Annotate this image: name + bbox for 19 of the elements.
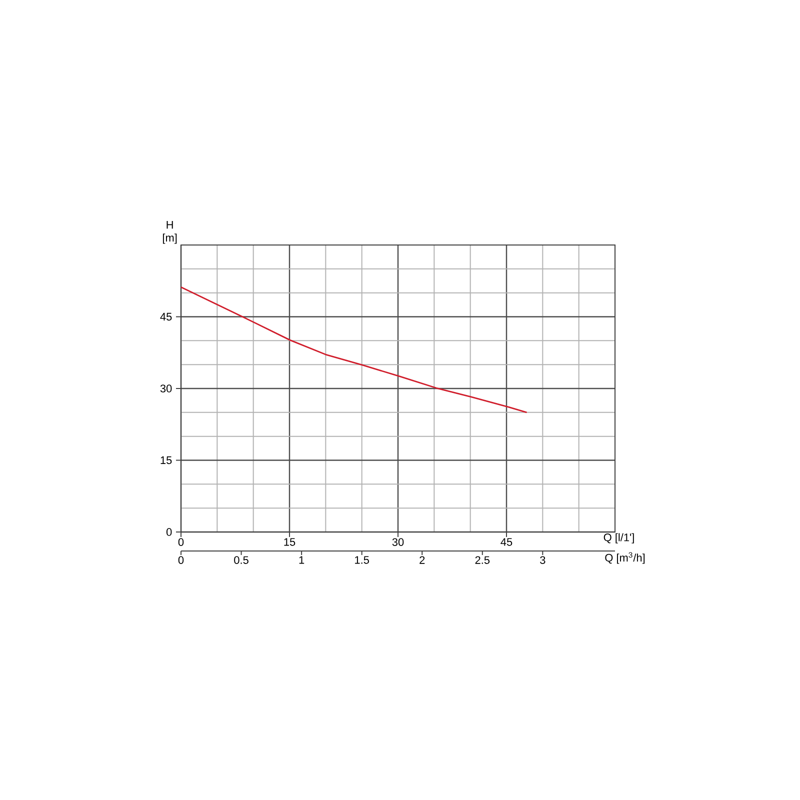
x2-axis-title: Q [m$^{3}$/h]: [605, 552, 645, 564]
x-tick-label: 30: [392, 538, 404, 546]
y-tick-label: 15: [160, 456, 172, 464]
y-axis-title: H [m]: [162, 221, 177, 244]
x2-tick-label: 2: [420, 556, 425, 564]
x2-tick-label: 0: [178, 556, 184, 564]
y-tick-label: 0: [166, 528, 172, 536]
x2-tick-label: 0.5: [234, 556, 248, 564]
x-tick-label: 15: [284, 538, 296, 546]
y-tick-label: 30: [160, 384, 172, 392]
x-tick-label: 45: [500, 538, 512, 546]
line-series: [180, 286, 528, 414]
x-axis-title: Q [l/1']: [604, 533, 634, 544]
x2-tick-label: 2.5: [475, 556, 490, 564]
x2-tick-label: 1: [299, 556, 304, 564]
x2-tick-label: 3: [540, 556, 546, 564]
x-tick-label: 0: [178, 538, 184, 546]
y-tick-label: 45: [160, 312, 172, 321]
x2-tick-label: 1.5: [355, 556, 369, 564]
